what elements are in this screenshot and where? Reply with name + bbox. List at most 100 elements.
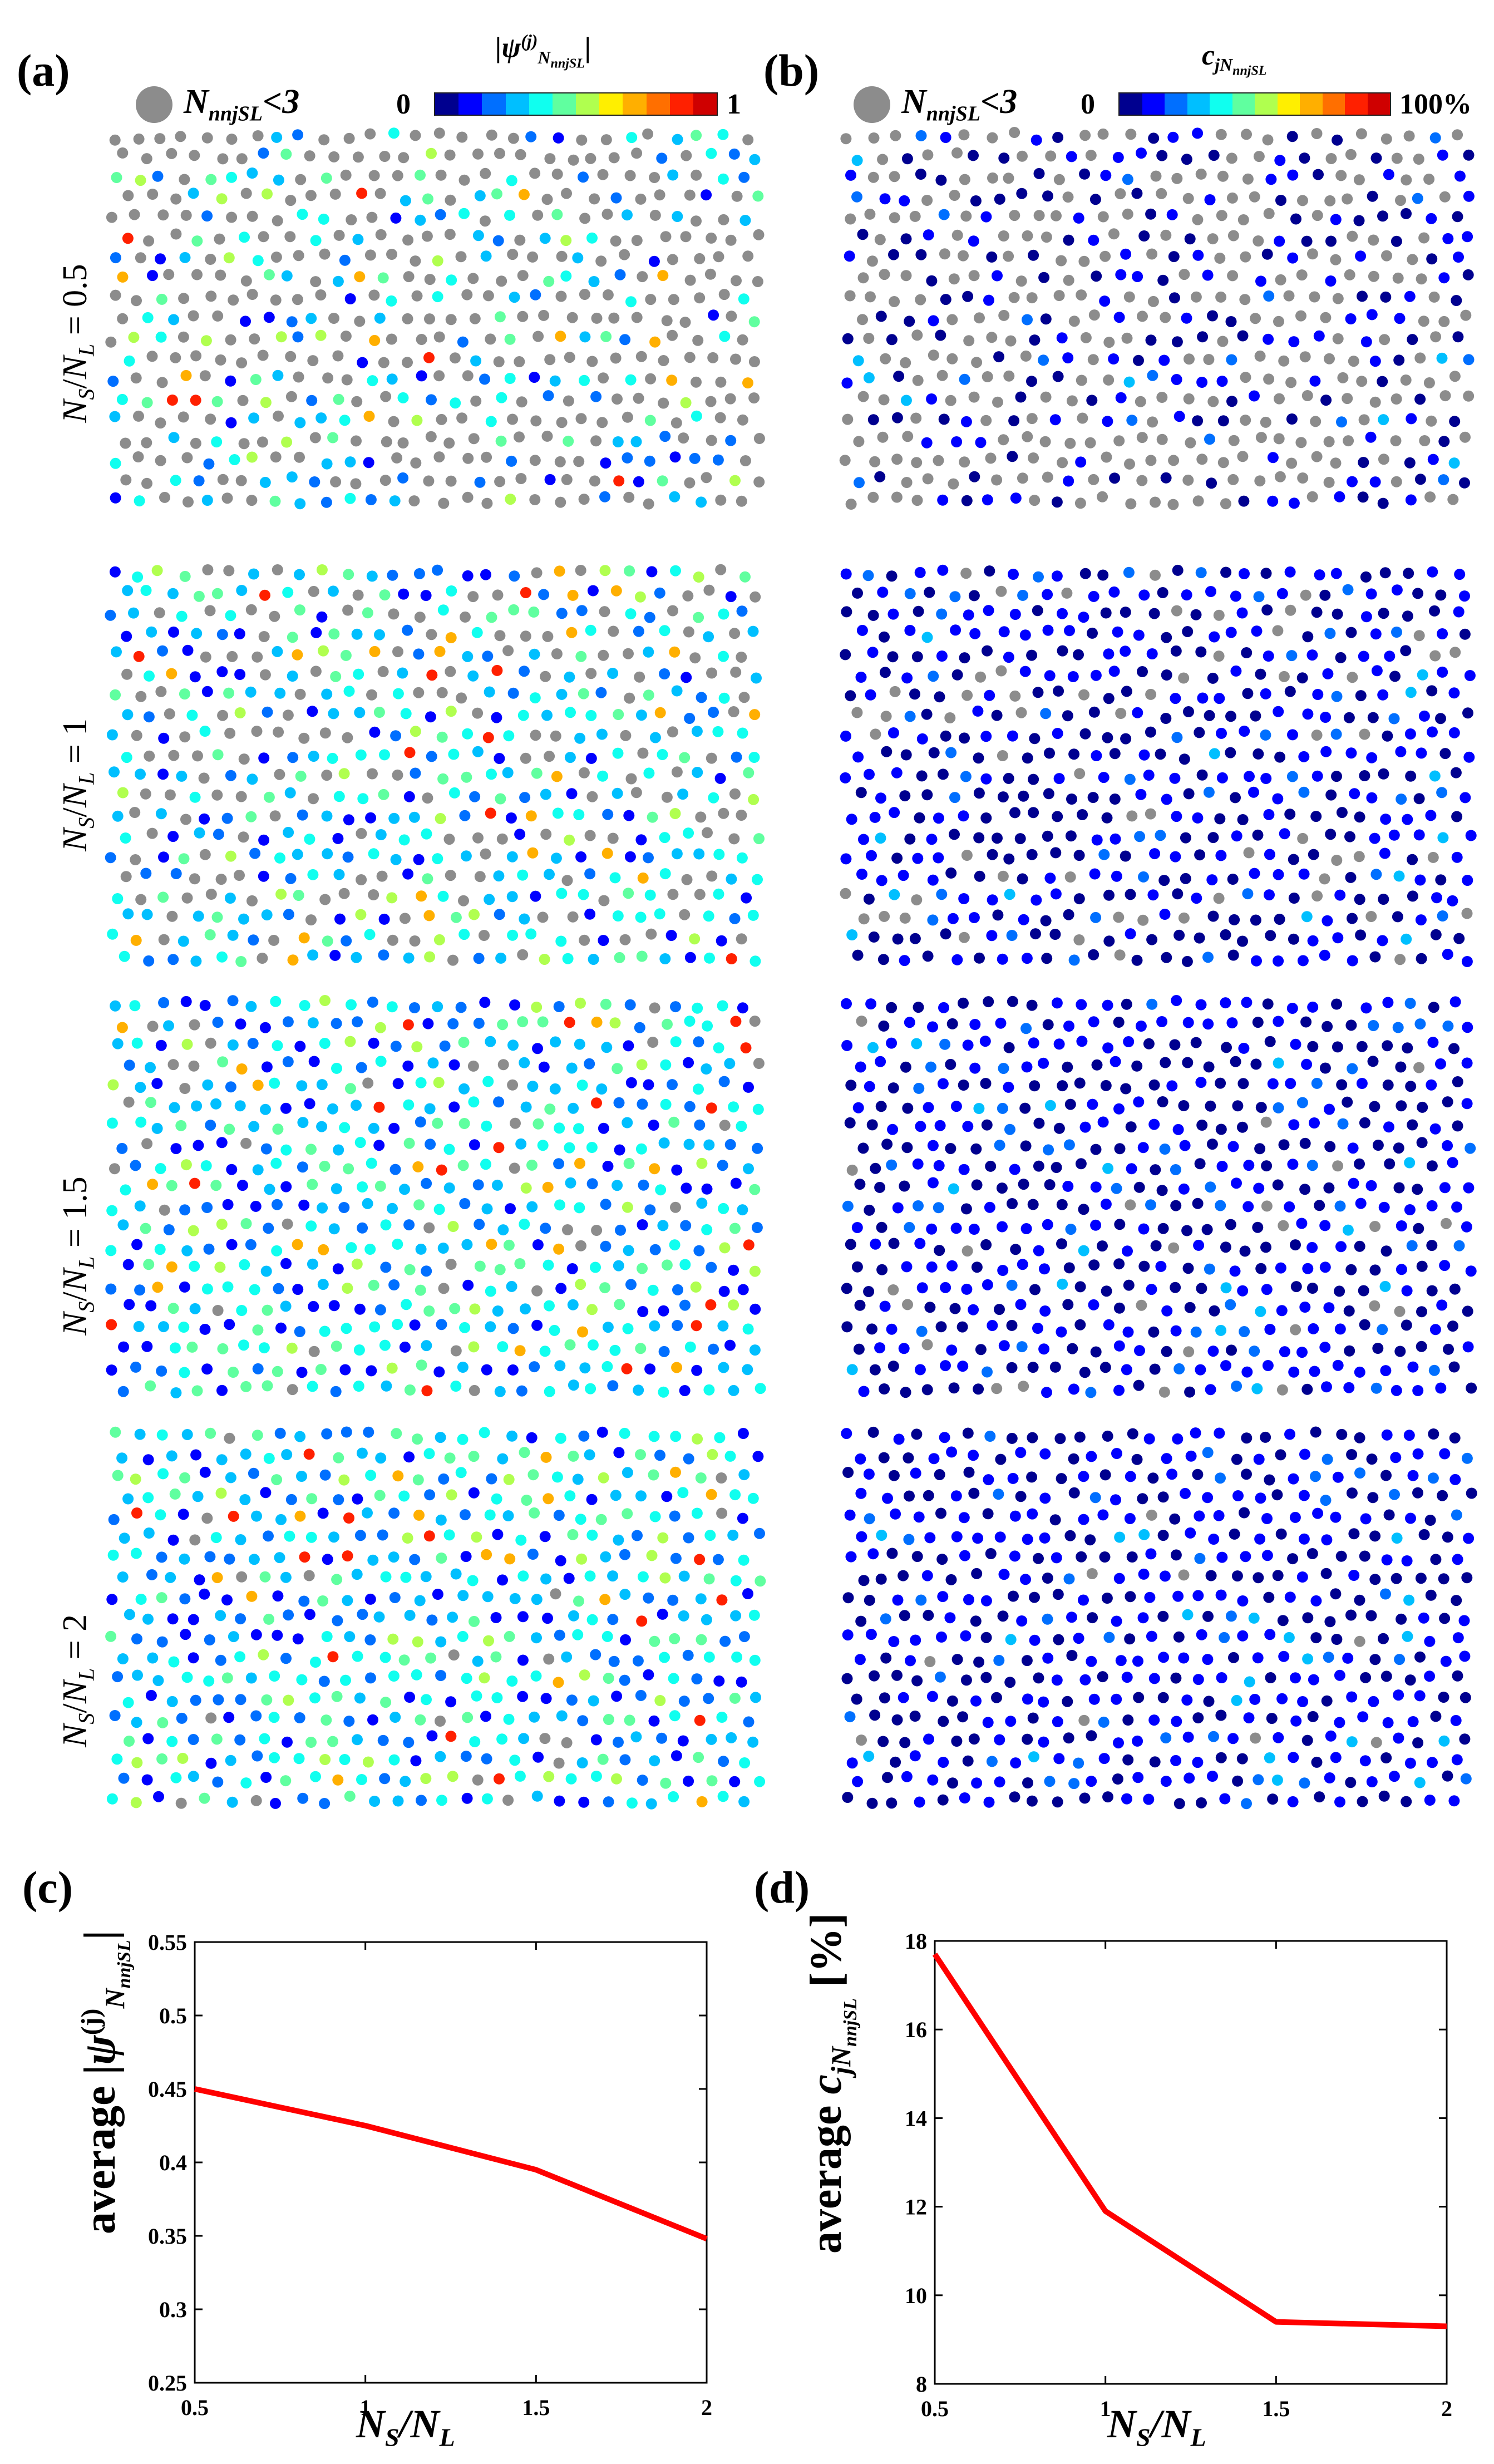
particle-dot xyxy=(913,1200,924,1211)
particle-dot xyxy=(308,1346,320,1357)
particle-dot xyxy=(748,794,760,805)
particle-dot xyxy=(1430,929,1442,940)
particle-dot xyxy=(1299,1137,1311,1149)
particle-dot xyxy=(319,1469,331,1481)
particle-dot xyxy=(1414,874,1426,886)
particle-dot xyxy=(1207,396,1219,407)
particle-dot xyxy=(1266,1713,1278,1724)
particle-dot xyxy=(898,1570,909,1581)
particle-dot xyxy=(1063,234,1074,246)
particle-dot xyxy=(1084,437,1096,449)
particle-dot xyxy=(514,356,525,367)
particle-dot xyxy=(390,730,402,742)
particle-dot xyxy=(991,709,1003,721)
colorbar-swatch xyxy=(599,93,623,115)
particle-dot xyxy=(846,1757,858,1769)
particle-dot xyxy=(1195,168,1207,180)
particle-dot xyxy=(260,397,272,408)
particle-dot xyxy=(620,1634,631,1645)
particle-dot xyxy=(410,767,421,779)
particle-dot xyxy=(529,494,541,505)
particle-dot xyxy=(1310,1595,1322,1606)
particle-dot xyxy=(935,174,947,186)
particle-dot xyxy=(1460,431,1471,443)
particle-dot xyxy=(110,289,121,301)
particle-dot xyxy=(1091,270,1102,282)
particle-dot xyxy=(646,1550,658,1561)
particle-dot xyxy=(193,910,204,922)
particle-dot xyxy=(1213,893,1225,904)
particle-dot xyxy=(660,1059,672,1071)
particle-dot xyxy=(1033,167,1045,179)
particle-dot xyxy=(552,807,564,819)
particle-dot xyxy=(879,667,891,678)
particle-dot xyxy=(134,1200,146,1212)
particle-dot xyxy=(423,352,435,363)
particle-dot xyxy=(1463,190,1475,202)
particle-dot xyxy=(158,851,169,863)
particle-dot xyxy=(494,753,505,764)
particle-dot xyxy=(1206,874,1218,886)
particle-dot xyxy=(461,289,473,300)
particle-dot xyxy=(130,934,142,946)
particle-dot xyxy=(1226,1344,1237,1356)
particle-dot xyxy=(341,1426,352,1438)
particle-dot xyxy=(1412,193,1423,204)
particle-dot xyxy=(898,1343,910,1354)
particle-dot xyxy=(365,494,377,505)
particle-dot xyxy=(1051,210,1062,221)
particle-dot xyxy=(1369,476,1381,488)
particle-dot xyxy=(341,935,352,947)
particle-dot xyxy=(738,293,750,305)
particle-dot xyxy=(951,669,963,681)
particle-dot xyxy=(1076,1036,1088,1047)
particle-dot xyxy=(863,372,875,383)
particle-dot xyxy=(1332,293,1344,304)
particle-dot xyxy=(858,1386,870,1397)
particle-dot xyxy=(258,834,270,846)
particle-dot xyxy=(621,1363,633,1374)
particle-dot xyxy=(109,411,121,422)
particle-dot xyxy=(176,610,188,622)
particle-dot xyxy=(1418,1612,1429,1624)
particle-dot xyxy=(1279,1346,1290,1358)
particle-dot xyxy=(317,1507,329,1519)
particle-dot xyxy=(213,829,224,840)
particle-dot xyxy=(880,711,892,722)
particle-dot xyxy=(402,1019,414,1031)
particle-dot xyxy=(1407,1470,1419,1481)
particle-dot xyxy=(1324,195,1336,206)
particle-dot xyxy=(1221,1042,1232,1053)
particle-dot xyxy=(494,147,505,159)
particle-dot xyxy=(949,591,961,603)
particle-dot xyxy=(1226,354,1237,366)
particle-dot xyxy=(334,913,346,925)
particle-dot xyxy=(928,1453,940,1465)
particle-dot xyxy=(469,313,481,324)
particle-dot xyxy=(718,692,730,704)
particle-dot xyxy=(1090,669,1102,681)
particle-dot xyxy=(1057,1278,1068,1290)
particle-dot xyxy=(667,329,678,341)
particle-dot xyxy=(1405,1081,1417,1092)
particle-dot xyxy=(280,1102,292,1114)
particle-dot xyxy=(598,1122,609,1134)
particle-dot xyxy=(235,791,247,802)
particle-dot xyxy=(704,952,715,964)
particle-dot xyxy=(460,1751,472,1762)
particle-dot xyxy=(1431,892,1442,904)
particle-dot xyxy=(1064,1530,1076,1541)
particle-dot xyxy=(263,1613,275,1625)
particle-dot xyxy=(183,496,194,507)
legend-label-a: NnnjSL<3 xyxy=(184,83,300,126)
particle-dot xyxy=(584,1449,595,1461)
particle-dot xyxy=(147,1021,159,1032)
particle-dot xyxy=(1239,568,1250,579)
particle-dot xyxy=(1044,670,1056,682)
particle-dot xyxy=(578,688,589,699)
particle-dot xyxy=(1009,609,1021,620)
particle-dot xyxy=(841,1283,852,1294)
particle-dot xyxy=(950,1490,962,1502)
particle-dot xyxy=(354,316,366,327)
particle-dot xyxy=(1103,935,1115,947)
